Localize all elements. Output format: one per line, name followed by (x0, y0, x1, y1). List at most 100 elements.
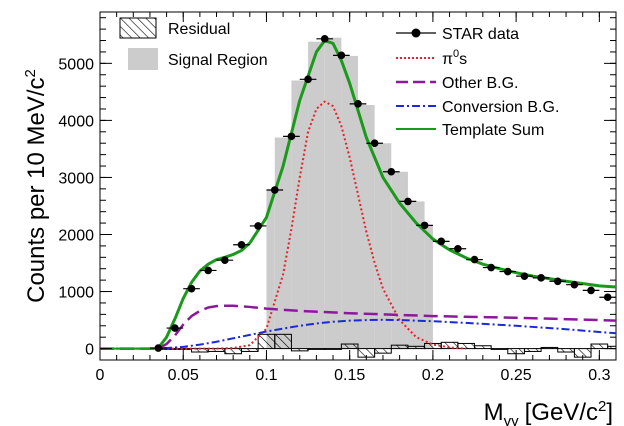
residual-bin (240, 348, 259, 352)
x-title-close: ] (606, 399, 613, 426)
residual-bin (224, 348, 242, 355)
signal-region-bin (324, 37, 342, 349)
data-point (487, 263, 495, 272)
legend-residual-swatch (119, 17, 157, 39)
x-tick-label: 0.3 (588, 367, 610, 384)
axes-layer: 0 0.05 0.1 0.15 0.2 0.25 0.3 0 1000 2000 3000 4000 5… (58, 12, 617, 384)
data-point (404, 197, 412, 206)
y-title-sup: 2 (22, 69, 39, 77)
x-title-sub: γγ (504, 413, 520, 426)
residual-bin (374, 348, 392, 354)
residual-bin (490, 348, 509, 350)
signal-region-bin (374, 143, 392, 349)
data-point (254, 222, 262, 230)
data-point (537, 274, 545, 282)
signal-region-layer (266, 37, 433, 349)
signal-region-bin (391, 171, 408, 349)
data-point (154, 344, 163, 352)
x-tick-label: 0.05 (168, 367, 199, 384)
data-point (504, 267, 512, 276)
x-title-unit: [GeV/c (525, 399, 598, 426)
data-point (237, 240, 246, 249)
legend-pi0-main: π (442, 51, 453, 68)
curve-dashdot (100, 318, 616, 350)
x-tick-label: 0 (96, 367, 105, 384)
signal-region-bin (424, 225, 433, 349)
x-tick-label: 0.25 (501, 367, 532, 384)
data-point (603, 293, 612, 302)
x-tick-label: 0.1 (255, 367, 277, 384)
legend-star-marker (411, 28, 421, 38)
residual-bin (474, 345, 492, 350)
residual-bin (290, 348, 309, 352)
data-point (387, 167, 396, 176)
data-point (520, 272, 529, 280)
x-tick-label: 0.15 (334, 367, 365, 384)
residual-bin (590, 343, 609, 350)
curve-dashed (100, 304, 616, 350)
legend-other-label: Other B.G. (442, 75, 518, 92)
signal-region-bin (308, 41, 325, 349)
signal-region-bin (266, 189, 275, 349)
signal-region-bin (341, 55, 358, 349)
signal-region-bin (291, 80, 309, 349)
legend-right: STAR data π0s Other B.G. Conversion B.G.… (396, 26, 559, 139)
data-point (270, 186, 279, 194)
data-point (171, 324, 179, 332)
legend-star-label: STAR data (442, 26, 519, 43)
data-point (354, 100, 362, 108)
residual-bin (307, 348, 326, 350)
data-point (320, 35, 329, 43)
y-tick-label: 3000 (58, 170, 94, 187)
legend-left: Residual Signal Region (119, 17, 268, 70)
data-point (204, 266, 212, 275)
data-point (437, 237, 446, 246)
x-axis-title: Mγγ [GeV/c2] (484, 398, 613, 426)
residual-bin (540, 346, 559, 350)
residual-bin (324, 348, 342, 350)
legend-pi0-after: s (459, 51, 467, 68)
residual-bin (523, 348, 542, 352)
data-point (420, 221, 429, 230)
residual-bin (340, 343, 359, 350)
residual-bin (274, 333, 292, 350)
data-point (454, 244, 462, 253)
data-point (304, 75, 312, 84)
y-tick-label: 0 (85, 342, 94, 359)
x-title-sup: 2 (598, 398, 606, 415)
legend-pi0-label: π0s (442, 48, 467, 68)
plot-frame (99, 11, 617, 361)
legend-pi0-sup: 0 (453, 48, 459, 60)
data-point (221, 256, 229, 264)
y-tick-label: 2000 (58, 227, 94, 244)
curve-dotted (158, 100, 467, 350)
x-tick-label: 0.2 (422, 367, 444, 384)
data-point (337, 51, 346, 60)
legend-conv-label: Conversion B.G. (442, 99, 559, 116)
residual-bin (257, 333, 276, 350)
signal-region-bin (407, 201, 425, 349)
y-tick-label: 5000 (58, 56, 94, 73)
data-point (287, 132, 296, 141)
residual-bin (407, 345, 426, 350)
data-point (587, 286, 595, 295)
signal-region-bin (358, 104, 375, 349)
data-points-layer (149, 35, 616, 352)
residual-bin (557, 348, 575, 353)
y-tick-label: 1000 (58, 285, 94, 302)
y-axis-title: Counts per 10 MeV/c2 (22, 69, 50, 303)
x-title-main: M (484, 399, 504, 426)
data-point (187, 284, 196, 293)
data-point (370, 139, 379, 148)
data-point (470, 255, 479, 264)
residual-bin (390, 344, 409, 350)
y-title-main: Counts per 10 MeV/c (23, 77, 50, 302)
data-point (553, 277, 562, 286)
legend-sum-label: Template Sum (442, 122, 544, 139)
residual-layer (157, 333, 616, 358)
y-tick-label: 4000 (58, 113, 94, 130)
legend-signal-label: Signal Region (168, 52, 268, 69)
legend-residual-label: Residual (168, 21, 230, 38)
data-point (570, 280, 579, 289)
